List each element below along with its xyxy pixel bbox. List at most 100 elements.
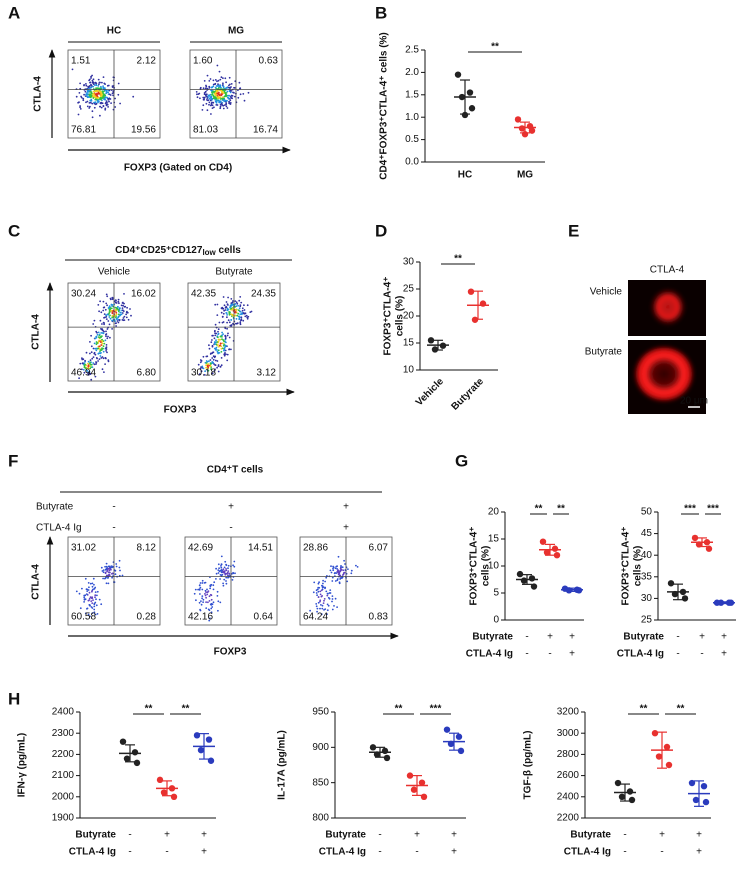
flow-event — [218, 93, 221, 96]
flow-event — [205, 85, 208, 88]
flow-event — [313, 581, 316, 584]
flow-event — [204, 90, 207, 93]
flow-event — [317, 586, 320, 589]
flow-event — [92, 92, 94, 95]
flow-event — [217, 600, 220, 603]
flow-event — [86, 92, 88, 94]
flow-event — [245, 314, 248, 317]
flow-event — [117, 308, 120, 311]
flow-event — [90, 86, 93, 89]
flow-event — [219, 574, 222, 576]
flow-event — [94, 84, 96, 86]
data-point — [443, 726, 451, 733]
flow-event — [198, 601, 201, 604]
flow-event — [213, 581, 216, 584]
flow-event — [331, 608, 334, 611]
y-tick-label: 1.5 — [405, 89, 419, 100]
flow-event — [217, 370, 220, 373]
flow-event — [89, 373, 92, 375]
flow-event — [228, 94, 231, 97]
flow-event — [208, 344, 210, 347]
y-tick-label: 30 — [641, 593, 653, 604]
flow-event — [89, 596, 92, 599]
flow-event — [209, 78, 212, 80]
flow-event — [211, 107, 214, 109]
flow-event — [109, 565, 111, 568]
flow-event — [216, 344, 219, 347]
y-tick-label: 1900 — [52, 813, 75, 824]
flow-event — [217, 338, 220, 341]
flow-event — [209, 99, 212, 102]
flow-event — [243, 99, 246, 102]
flow-event — [225, 93, 228, 96]
flow-event — [101, 323, 103, 325]
flow-event — [204, 589, 207, 592]
flow-event — [240, 301, 243, 304]
significance-label: *** — [430, 704, 442, 715]
flow-event — [221, 331, 224, 334]
flow-event — [215, 567, 218, 570]
flow-event — [199, 361, 202, 364]
flow-event — [231, 313, 234, 316]
flow-event — [85, 83, 87, 85]
flow-event — [226, 309, 229, 312]
flow-event — [91, 596, 93, 598]
flow-event — [88, 370, 91, 373]
y-axis-label: IL-17A (pg/mL) — [277, 730, 288, 800]
flow-event — [226, 86, 229, 89]
flow-event — [224, 349, 227, 352]
flow-event — [91, 74, 93, 77]
image-vehicle — [628, 280, 706, 336]
flow-event — [212, 334, 214, 337]
flow-event — [224, 573, 227, 576]
flow-event — [218, 97, 221, 99]
flow-event — [89, 101, 92, 104]
flow-event — [232, 564, 235, 567]
y-tick-label: 2.5 — [405, 45, 419, 56]
flow-event — [102, 347, 104, 350]
data-point — [383, 754, 391, 762]
condition-mark: + — [201, 847, 207, 858]
flow-event — [216, 366, 219, 369]
flow-event — [224, 560, 227, 563]
flow-event — [200, 603, 203, 606]
flow-event — [82, 97, 85, 100]
flow-event — [200, 600, 202, 602]
x-tick-label: Butyrate — [450, 376, 487, 413]
data-point — [205, 736, 213, 743]
flow-event — [198, 584, 201, 587]
flow-event — [208, 360, 210, 363]
flow-event — [100, 106, 103, 109]
flow-event — [230, 83, 233, 85]
y-tick-label: 50 — [641, 507, 653, 518]
flow-event — [346, 580, 349, 583]
flow-event — [107, 307, 110, 309]
flow-event — [115, 309, 117, 311]
flow-event — [104, 308, 107, 311]
flow-event — [327, 592, 329, 595]
flow-event — [317, 590, 320, 593]
flow-event — [90, 378, 93, 381]
flow-event — [97, 360, 99, 362]
flow-event — [206, 74, 209, 77]
flow-event — [92, 347, 95, 350]
flow-event — [116, 320, 119, 322]
quadrant-value: 6.07 — [369, 543, 389, 554]
flow-event — [93, 96, 96, 98]
flow-event — [83, 594, 86, 597]
flow-event — [91, 582, 94, 585]
flow-event — [225, 81, 228, 84]
flow-event — [93, 611, 96, 614]
flow-event — [86, 607, 88, 610]
flow-event — [343, 559, 345, 562]
flow-event — [237, 312, 240, 315]
flow-event — [88, 591, 91, 594]
y-axis-label: IFN-γ (pg/mL) — [17, 733, 28, 797]
flow-event — [111, 296, 114, 299]
quadrant-value: 64.24 — [303, 612, 328, 623]
condition-name: Butyrate — [570, 830, 611, 841]
flow-event — [85, 593, 88, 595]
flow-event — [108, 100, 110, 103]
flow-event — [196, 96, 199, 99]
